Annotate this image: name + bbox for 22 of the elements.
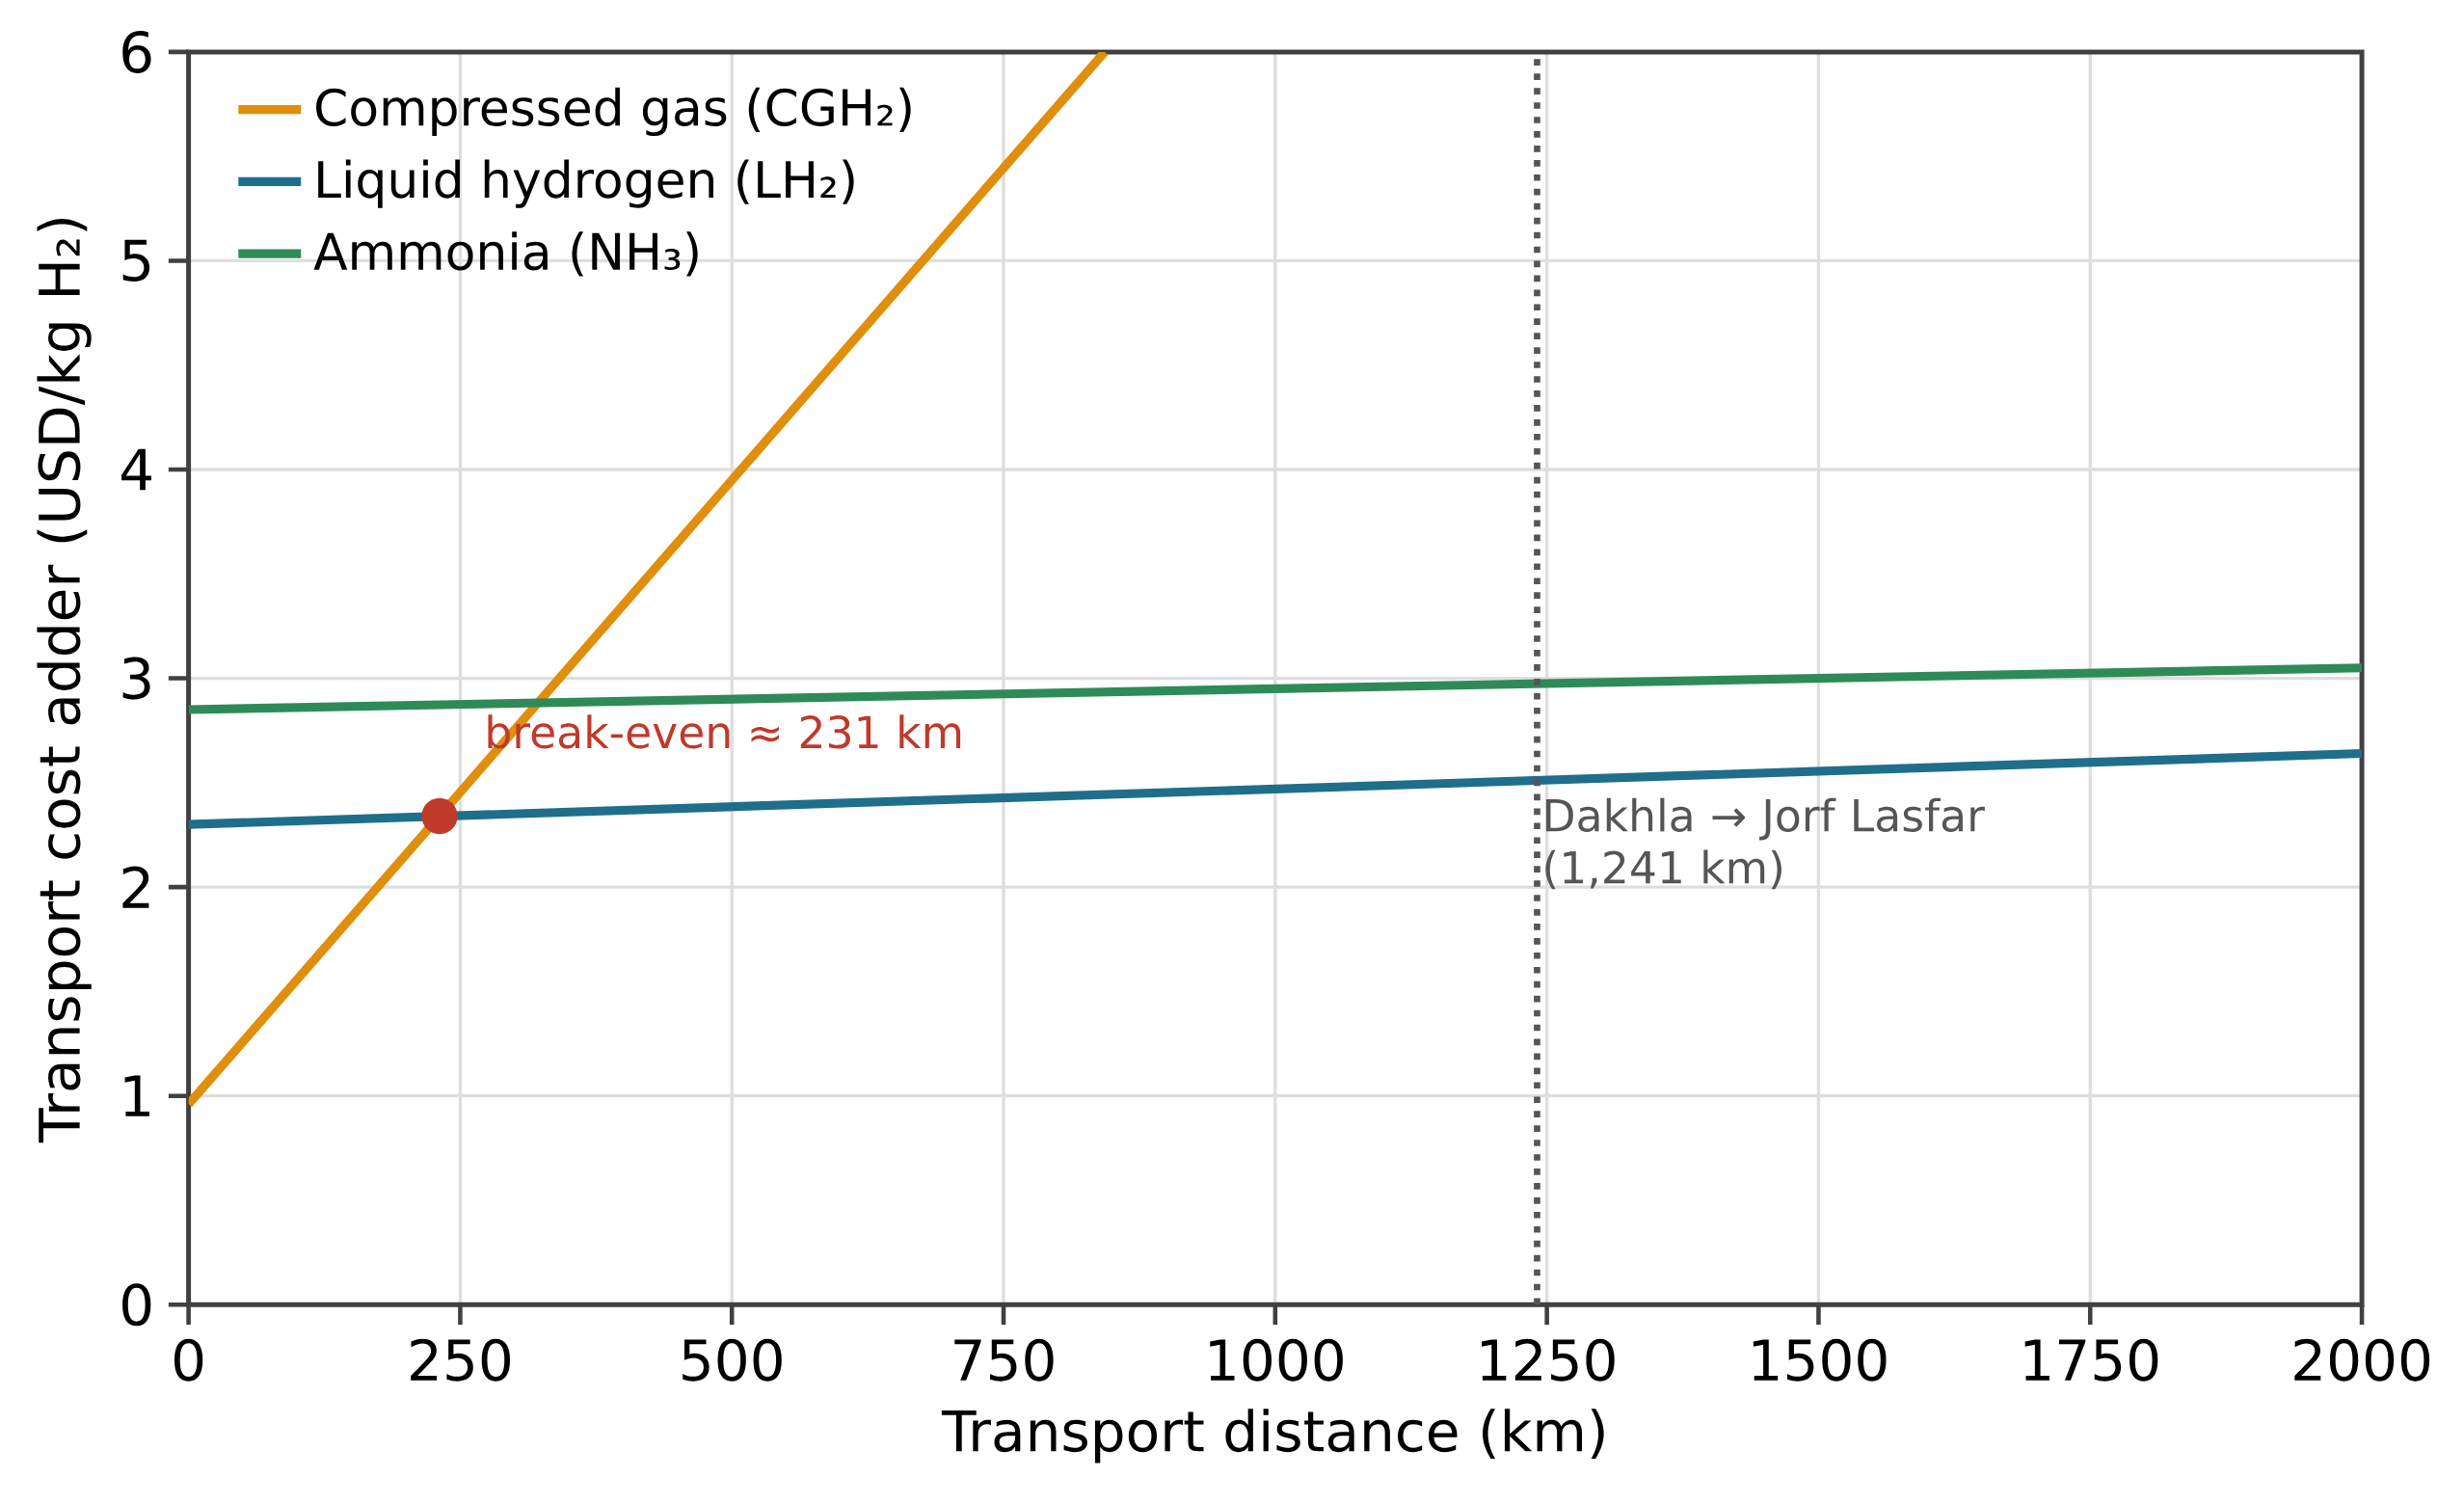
x-tick-label: 2000 bbox=[2294, 1338, 2430, 1382]
ref-line-label: Dakhla → Jorf Lasfar (1,241 km) bbox=[1545, 797, 1985, 890]
y-tick-label: 1 bbox=[124, 1075, 149, 1116]
x-tick-label: 250 bbox=[411, 1338, 511, 1382]
x-tick-label: 1250 bbox=[1482, 1338, 1615, 1382]
x-tick-label: 0 bbox=[174, 1338, 203, 1382]
legend-label: Compressed gas (CGH₂) bbox=[316, 87, 911, 136]
y-tick-label: 4 bbox=[121, 448, 151, 491]
y-tick-label: 3 bbox=[122, 657, 150, 700]
x-tick-label: 500 bbox=[683, 1338, 782, 1382]
x-axis-title: Transport distance (km) bbox=[941, 1409, 1604, 1464]
y-tick-label: 0 bbox=[122, 1283, 151, 1327]
y-axis-title: Transport cost adder (USD/kg H₂) bbox=[37, 218, 92, 1143]
y-tick-label: 5 bbox=[122, 239, 150, 282]
x-tick-label: 1500 bbox=[1753, 1338, 1887, 1382]
y-tick-label: 2 bbox=[122, 866, 149, 908]
legend-label: Ammonia (NH₃) bbox=[313, 231, 698, 277]
y-tick-label: 6 bbox=[122, 30, 151, 73]
legend-label: Liquid hydrogen (LH₂) bbox=[318, 159, 854, 208]
x-tick-label: 1000 bbox=[1210, 1338, 1343, 1382]
x-tick-label: 750 bbox=[954, 1338, 1054, 1382]
x-tick-label: 1750 bbox=[2024, 1338, 2158, 1382]
